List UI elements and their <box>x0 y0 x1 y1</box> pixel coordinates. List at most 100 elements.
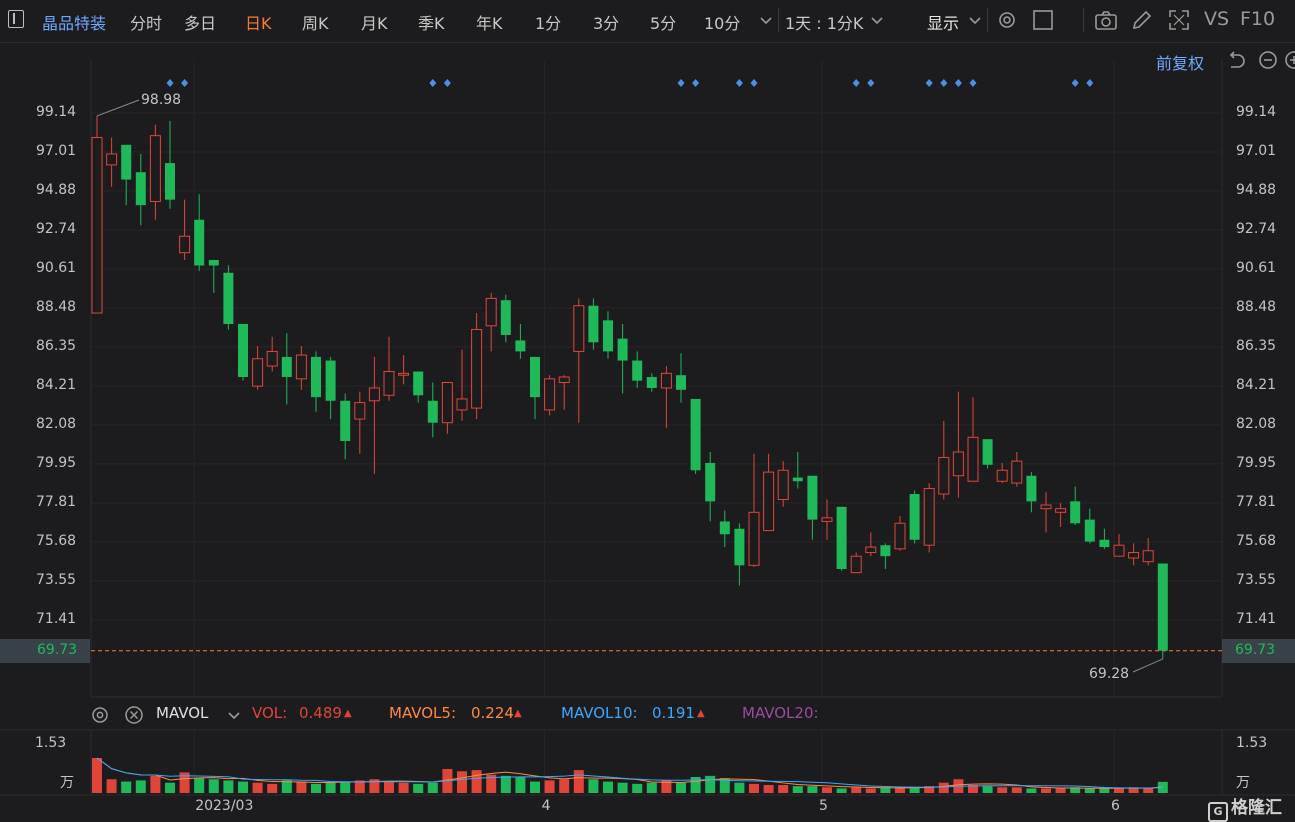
camera-icon[interactable] <box>1094 8 1118 32</box>
square-shape-icon[interactable] <box>1032 8 1056 32</box>
chevron-down-icon[interactable] <box>226 706 242 724</box>
candle-body <box>252 358 264 387</box>
volume-bar <box>603 781 613 793</box>
tab-intraday[interactable]: 分时 <box>130 14 163 33</box>
candle-body <box>646 377 657 388</box>
event-marker-icon <box>735 79 743 87</box>
vs-button[interactable]: VS <box>1204 8 1230 30</box>
pencil-icon[interactable] <box>1130 8 1154 32</box>
low-price-label: 69.28 <box>1089 666 1130 682</box>
candle-body <box>368 387 380 402</box>
candle-body <box>734 528 745 566</box>
candle-body <box>456 398 468 411</box>
zoom-in-icon[interactable] <box>1285 51 1295 69</box>
fullscreen-icon[interactable] <box>1167 8 1191 32</box>
volume-bar <box>807 786 818 793</box>
tab-yearly-k[interactable]: 年K <box>476 14 503 33</box>
tab-daily-k[interactable]: 日K <box>245 14 272 33</box>
volume-axis-unit-right: 万 <box>1236 775 1250 791</box>
volume-bar <box>661 780 672 793</box>
candle-body <box>996 469 1008 482</box>
candle-body <box>1157 563 1168 651</box>
vol-value: 0.489 <box>299 704 342 722</box>
volume-bar <box>836 788 847 793</box>
candle-body <box>748 511 760 566</box>
candle-body <box>1142 550 1154 563</box>
volume-bar <box>296 781 307 793</box>
candle-body <box>1070 501 1081 524</box>
volume-bar <box>559 779 570 793</box>
price-tick-left: 86.35 <box>36 337 77 354</box>
stock-name[interactable]: 晶品特装 <box>42 14 107 33</box>
sidebar-toggle-icon[interactable] <box>8 10 24 28</box>
chevron-down-icon[interactable] <box>868 9 892 33</box>
volume-bar <box>515 776 526 793</box>
tab-3min[interactable]: 3分 <box>593 14 620 33</box>
price-tick-right: 79.95 <box>1236 454 1277 471</box>
candle-body <box>106 153 118 166</box>
tab-10min[interactable]: 10分 <box>704 14 741 33</box>
candle-body <box>441 381 453 424</box>
tab-5min[interactable]: 5分 <box>650 14 677 33</box>
candle-body <box>413 371 424 396</box>
tab-monthly-k[interactable]: 月K <box>361 14 388 33</box>
chevron-down-icon[interactable] <box>966 9 990 33</box>
candle-body <box>880 545 891 557</box>
date-tick: 5 <box>819 798 828 814</box>
candle-body <box>500 300 511 335</box>
candle-body <box>1084 519 1095 542</box>
candle-body <box>354 402 366 420</box>
event-marker-icon <box>867 79 875 87</box>
volume-bar <box>1041 788 1051 793</box>
volume-bar <box>486 774 497 793</box>
event-marker-icon <box>940 79 948 87</box>
candle-body <box>135 172 146 206</box>
candle-body <box>558 376 570 383</box>
event-marker-icon <box>852 79 860 87</box>
price-adjust-mode[interactable]: 前复权 <box>1156 54 1205 73</box>
candle-body <box>573 305 585 352</box>
volume-bar <box>500 775 511 793</box>
mavol10-value: 0.191 <box>652 704 695 722</box>
f10-button[interactable]: F10 <box>1240 8 1276 30</box>
gear-icon[interactable] <box>90 704 110 726</box>
price-tick-left: 88.48 <box>36 298 77 315</box>
tab-weekly-k[interactable]: 周K <box>302 14 329 33</box>
candle-body <box>1113 544 1125 557</box>
volume-bar <box>749 783 759 793</box>
candlesticks[interactable] <box>91 115 1168 659</box>
chevron-down-icon[interactable] <box>757 9 781 33</box>
volume-axis-max-right: 1.53 <box>1236 735 1268 751</box>
gear-icon[interactable] <box>995 8 1019 32</box>
volume-bar <box>267 783 278 793</box>
display-menu[interactable]: 显示 <box>927 14 960 33</box>
volume-bar <box>413 783 424 793</box>
candle-body <box>777 469 789 501</box>
event-markers[interactable] <box>166 79 1094 87</box>
volume-bar <box>1114 788 1124 793</box>
volume-bar <box>1099 788 1110 793</box>
candle-body <box>485 297 497 327</box>
indicator-select[interactable]: MAVOL <box>156 704 209 722</box>
volume-bar <box>106 779 117 793</box>
volume-bars[interactable] <box>92 757 1168 793</box>
volume-bar <box>1070 787 1081 793</box>
price-tick-right: 97.01 <box>1236 142 1277 159</box>
tab-multi-day[interactable]: 多日 <box>184 14 217 33</box>
price-tick-left: 99.14 <box>36 104 77 120</box>
volume-bar <box>588 779 599 793</box>
period-select[interactable]: 1天 : 1分K <box>785 14 864 33</box>
close-icon[interactable] <box>123 704 145 726</box>
price-tick-left: 73.55 <box>36 571 77 588</box>
tab-1min[interactable]: 1分 <box>535 14 562 33</box>
candle-body <box>836 506 847 569</box>
undo-icon[interactable] <box>1229 51 1245 68</box>
volume-axis-unit-left: 万 <box>60 775 74 791</box>
candle-body <box>807 475 818 520</box>
brand-g-icon: G <box>1208 802 1228 822</box>
candle-body <box>588 305 599 343</box>
volume-bar <box>909 787 920 793</box>
zoom-out-icon[interactable] <box>1259 51 1277 69</box>
tab-quarterly-k[interactable]: 季K <box>418 14 445 33</box>
